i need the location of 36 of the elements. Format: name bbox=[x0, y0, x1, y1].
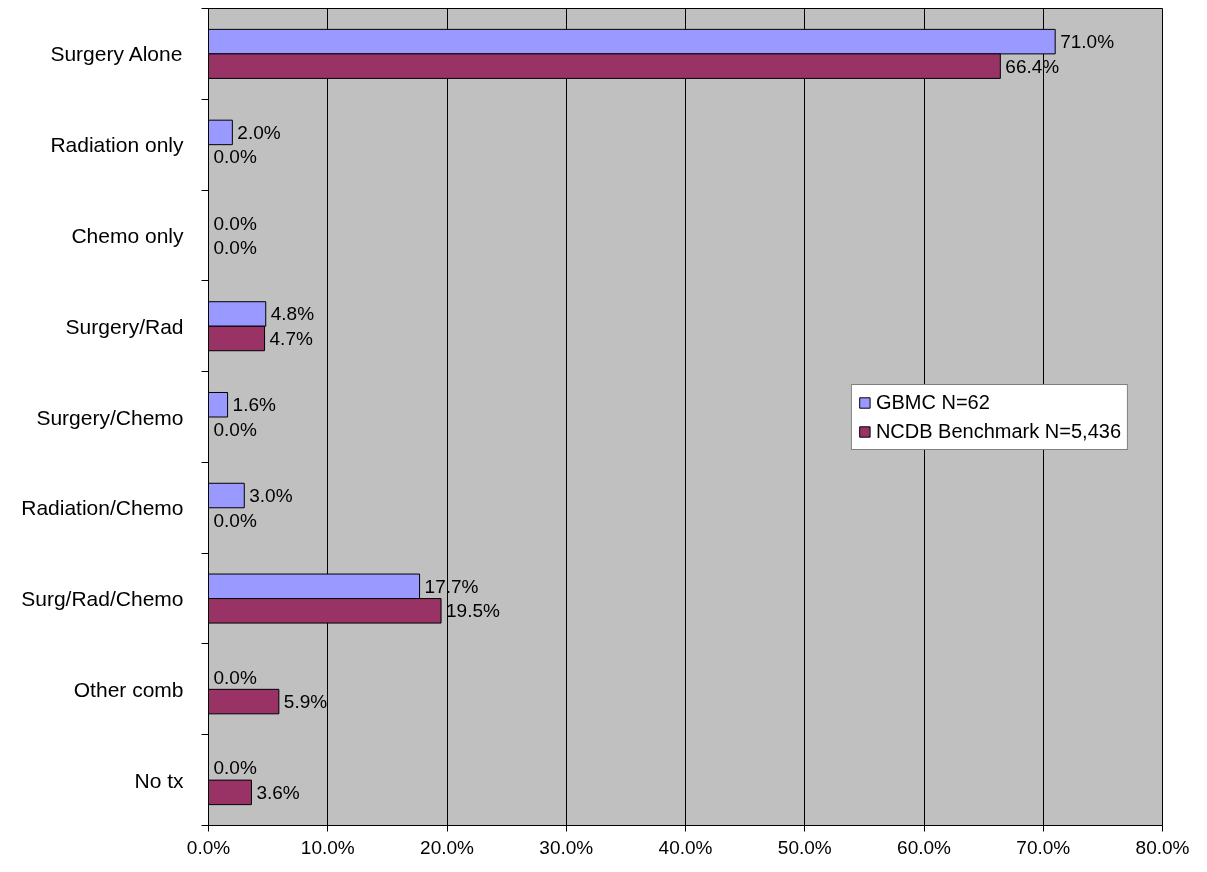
data-label: 19.5% bbox=[446, 600, 501, 622]
data-label: 3.0% bbox=[249, 485, 293, 507]
data-label: 3.6% bbox=[256, 781, 300, 803]
data-label: 0.0% bbox=[213, 212, 257, 234]
x-tick-label: 20.0% bbox=[420, 836, 475, 858]
x-tick-label: 10.0% bbox=[300, 836, 355, 858]
x-tick-label: 40.0% bbox=[658, 836, 713, 858]
x-tick-label: 60.0% bbox=[897, 836, 952, 858]
data-label: 0.0% bbox=[213, 237, 257, 259]
y-tick-label: Chemo only bbox=[71, 223, 184, 247]
legend-label: NCDB Benchmark N=5,436 bbox=[875, 419, 1121, 443]
y-tick-label: Radiation only bbox=[50, 133, 184, 157]
data-label: 2.0% bbox=[237, 121, 281, 143]
data-label: 71.0% bbox=[1060, 31, 1115, 53]
y-tick-label: Surgery/Rad bbox=[65, 314, 184, 338]
data-label: 5.9% bbox=[283, 691, 328, 713]
y-tick-label: Radiation/Chemo bbox=[21, 496, 184, 520]
x-tick-label: 30.0% bbox=[539, 836, 594, 858]
data-label: 4.8% bbox=[270, 303, 315, 325]
legend-label: GBMC N=62 bbox=[875, 390, 990, 414]
data-label: 0.0% bbox=[213, 146, 257, 168]
data-label: 0.0% bbox=[213, 757, 257, 779]
data-label: 0.0% bbox=[213, 509, 257, 531]
y-tick-label: Surgery/Chemo bbox=[36, 405, 184, 429]
y-tick-label: Surg/Rad/Chemo bbox=[21, 587, 184, 611]
y-tick-label: No tx bbox=[134, 768, 184, 792]
y-tick-label: Surgery Alone bbox=[50, 42, 183, 66]
x-tick-label: 70.0% bbox=[1016, 836, 1071, 858]
x-tick-label: 50.0% bbox=[777, 836, 832, 858]
data-label: 4.7% bbox=[269, 327, 313, 349]
data-label: 1.6% bbox=[232, 394, 276, 416]
x-tick-label: 0.0% bbox=[186, 836, 231, 858]
x-tick-label: 80.0% bbox=[1135, 836, 1190, 858]
data-label: 0.0% bbox=[213, 418, 257, 440]
y-tick-label: Other comb bbox=[73, 677, 184, 701]
data-label: 0.0% bbox=[213, 666, 257, 688]
